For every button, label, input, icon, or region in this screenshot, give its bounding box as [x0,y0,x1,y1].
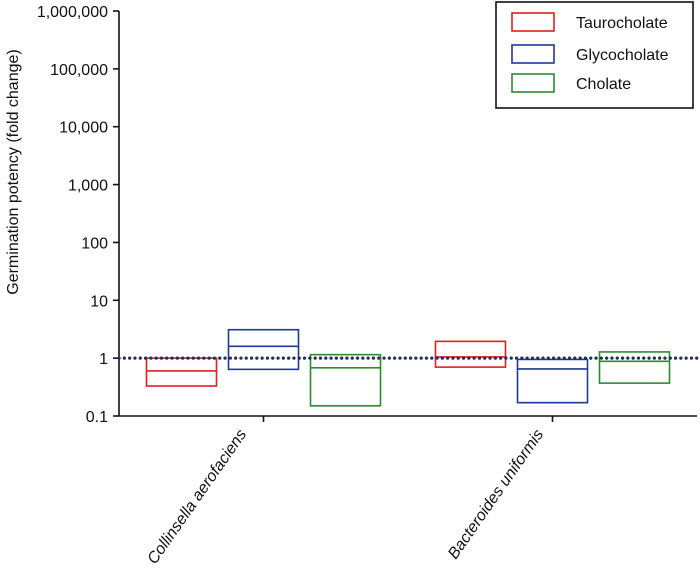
legend-swatch-taurocholate [511,12,555,32]
category-label-collinsella: Collinsella aerofaciens [145,427,251,568]
legend-swatch-cholate [511,73,555,93]
y-axis-title: Germination potency (fold change) [5,49,22,294]
category-labels: Collinsella aerofaciens Bacteroides unif… [145,427,548,568]
y-axis-ticks: 0.1 1 10 100 1,000 10,000 100,000 1,000,000 [37,4,119,426]
y-tick-label: 1,000 [68,178,108,195]
box-taurocholate [434,340,507,368]
legend-swatch-glycocholate [511,44,555,64]
box-glycocholate [227,328,300,371]
legend-frame [495,1,694,109]
box-cholate [309,353,382,407]
legend-label-taurocholate: Taurocholate [576,15,668,32]
box-cholate [598,351,671,384]
y-tick-label: 10,000 [59,120,108,137]
y-tick-label: 1 [99,351,108,368]
category-label-bacteroides: Bacteroides uniformis [445,427,547,563]
box-glycocholate [516,358,589,404]
y-tick-label: 1,000,000 [37,4,108,21]
y-tick-label: 100 [81,235,108,252]
x-axis-ticks [262,416,554,422]
box-taurocholate [145,357,218,387]
y-tick-label: 10 [90,293,108,310]
legend: Taurocholate Glycocholate Cholate [495,1,694,109]
box-group [145,328,671,407]
y-tick-label: 0.1 [86,409,108,426]
legend-label-glycocholate: Glycocholate [576,47,669,64]
y-tick-label: 100,000 [50,62,108,79]
legend-label-cholate: Cholate [576,76,631,93]
